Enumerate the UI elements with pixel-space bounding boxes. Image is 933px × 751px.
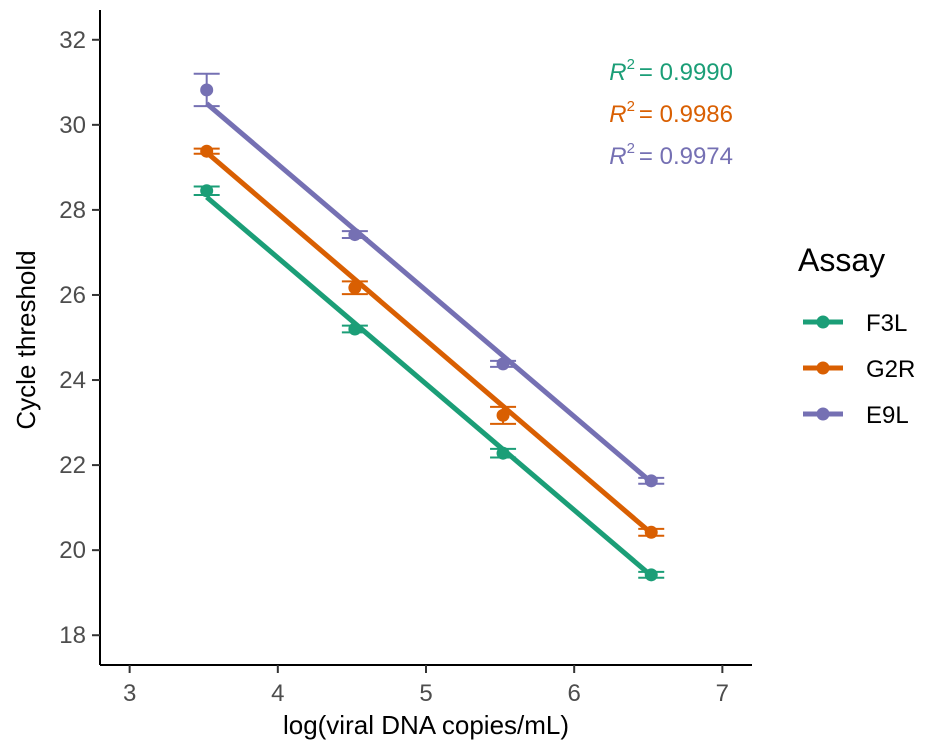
legend-title: Assay <box>798 242 885 278</box>
y-tick-label: 24 <box>59 367 86 394</box>
data-point <box>496 357 510 371</box>
x-tick-label: 4 <box>271 680 284 707</box>
data-point <box>348 228 362 242</box>
y-tick-label: 18 <box>59 622 86 649</box>
legend-key-marker <box>816 361 830 375</box>
legend-key-marker <box>816 407 830 421</box>
data-point <box>348 322 362 336</box>
data-point <box>496 446 510 460</box>
x-tick-label: 5 <box>419 680 432 707</box>
fit-line-e9l <box>205 101 653 485</box>
x-tick-label: 6 <box>568 680 581 707</box>
series-g2r <box>193 144 665 539</box>
y-tick-label: 22 <box>59 452 86 479</box>
y-tick-label: 20 <box>59 537 86 564</box>
y-tick-label: 26 <box>59 282 86 309</box>
r2-label-e9l: R2 = 0.9974 <box>609 140 733 170</box>
legend-label-g2r: G2R <box>866 356 915 383</box>
legend-label-f3l: F3L <box>866 310 907 337</box>
y-tick-label: 28 <box>59 197 86 224</box>
data-point <box>200 184 214 198</box>
plot-area <box>193 72 665 582</box>
axis-ticks: 3 4 5 6 7 18 20 22 24 26 28 30 32 <box>59 27 729 707</box>
data-point <box>496 408 510 422</box>
x-tick-label: 7 <box>716 680 729 707</box>
fit-line-f3l <box>205 195 653 578</box>
legend-label-e9l: E9L <box>866 402 909 429</box>
data-point <box>200 83 214 97</box>
series-f3l <box>193 184 665 582</box>
data-point <box>348 281 362 295</box>
y-axis-title: Cycle threshold <box>11 250 41 429</box>
data-point <box>200 144 214 158</box>
x-tick-label: 3 <box>123 680 136 707</box>
legend-key-marker <box>816 315 830 329</box>
data-point <box>644 525 658 539</box>
data-point <box>644 474 658 488</box>
r2-label-f3l: R2 = 0.9990 <box>609 56 733 86</box>
x-axis-title: log(viral DNA copies/mL) <box>283 710 569 740</box>
data-point <box>644 568 658 582</box>
fit-line-g2r <box>205 150 653 536</box>
y-tick-label: 32 <box>59 27 86 54</box>
r2-label-g2r: R2 = 0.9986 <box>609 98 733 128</box>
series-e9l <box>193 72 665 488</box>
y-tick-label: 30 <box>59 112 86 139</box>
legend: Assay F3L G2R E9L <box>798 242 915 429</box>
r-squared-annotations: R2 = 0.9990 R2 = 0.9986 R2 = 0.9974 <box>609 56 733 170</box>
